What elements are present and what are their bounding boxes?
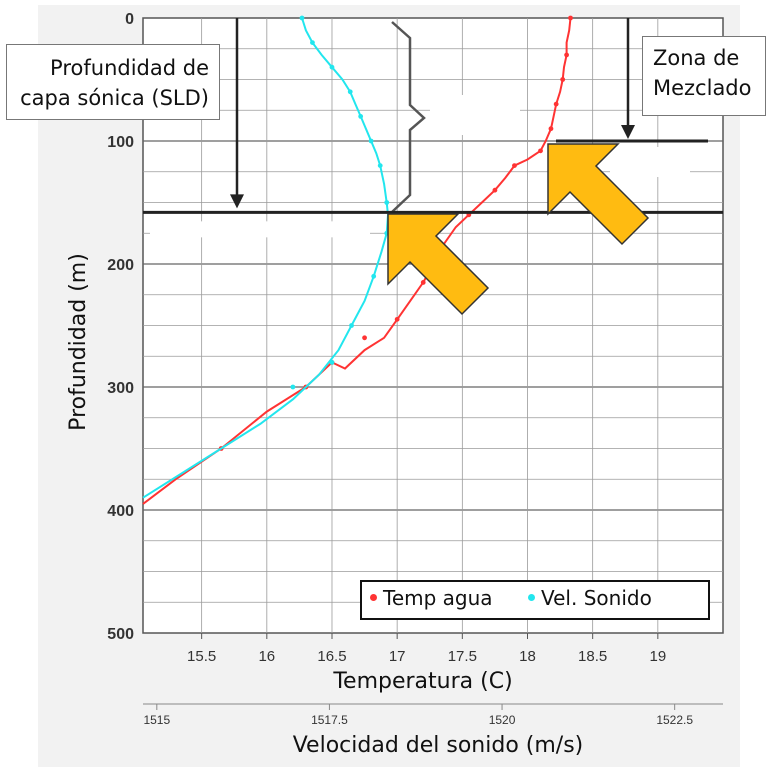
sound-point [329,64,335,70]
x2-tick-label: 1517.5 [311,713,348,727]
sound-point [299,15,305,21]
legend-temp-marker [370,594,377,601]
sld-highlight-arrow [387,213,490,316]
sound-point [349,323,354,328]
mixing-zone-callout: Zona de Mezclado [642,36,766,116]
sound-point [368,138,374,144]
x-tick-label: 18.5 [578,648,607,665]
temp-series-line [142,17,572,505]
y-tick-label: 0 [125,11,134,28]
mixing-label-mask [610,147,690,177]
y-tick-label: 100 [107,134,134,151]
temp-point [564,52,569,58]
temp-point [553,101,559,107]
x2-tick-label: 1520 [489,713,516,727]
temp-point [548,126,554,132]
sld-label-line-1: Profundidad de [50,56,209,80]
sound-point [310,40,315,45]
sound-point [371,273,377,279]
temp-point [362,335,367,341]
sound-point [358,114,364,119]
x-tick-label: 15.5 [187,648,216,665]
temp-point [394,316,400,322]
x-tick-label: 19 [649,648,666,665]
tick-labels: 0 100 200 300 400 500 15.5 16 16.5 17 17.5 18 18.5 19… [107,11,723,727]
mixing-label-line-2: Mezclado [653,76,752,100]
temp-point [492,187,498,193]
mixing-highlight-arrow [547,143,650,246]
legend-item-temp: Temp agua [370,586,493,610]
sound-point [347,89,353,95]
legend-temp-label: Temp agua [383,586,493,610]
legend-sound-label: Vel. Sonido [541,586,652,610]
series-layer [142,15,573,505]
sld-label-line-2: capa sónica (SLD) [20,86,209,110]
x-tick-label: 17 [389,648,406,665]
x-tick-label: 17.5 [448,648,477,665]
x2-tick-label: 1515 [143,713,170,727]
temp-point [512,163,517,169]
sound-point [377,163,383,169]
temp-point [538,148,543,154]
y-tick-label: 300 [107,380,134,397]
sound-series-line [142,17,390,499]
x2-tick-label: 1522.5 [656,713,693,727]
temp-point [568,15,573,21]
label-mask [430,95,520,135]
temp-point [420,280,426,285]
legend: Temp agua Vel. Sonido [360,580,710,620]
x2-axis-label: Velocidad del sonido (m/s) [293,733,584,758]
x-tick-label: 16 [258,648,275,665]
y-tick-label: 400 [107,503,134,520]
y-tick-label: 500 [107,626,134,643]
sound-point [384,200,390,205]
sld-label-mask [150,221,370,238]
x-axis-label: Temperatura (C) [332,669,512,694]
sound-point [329,360,335,365]
sound-point [290,384,296,390]
x-tick-label: 18 [519,648,536,665]
mixing-arrow-head [621,125,635,139]
temp-point [560,77,566,82]
legend-sound-marker [528,594,535,601]
y-axis-label: Profundidad (m) [66,253,91,431]
mixing-label-line-1: Zona de [653,46,740,70]
legend-item-sound: Vel. Sonido [528,586,652,610]
sound-speed-profile-line [391,21,426,213]
sld-callout: Profundidad de capa sónica (SLD) [6,44,220,120]
sld-arrow-head [230,194,244,209]
annotation-layer [143,18,723,316]
x-tick-label: 16.5 [317,648,346,665]
y-tick-label: 200 [107,257,134,274]
